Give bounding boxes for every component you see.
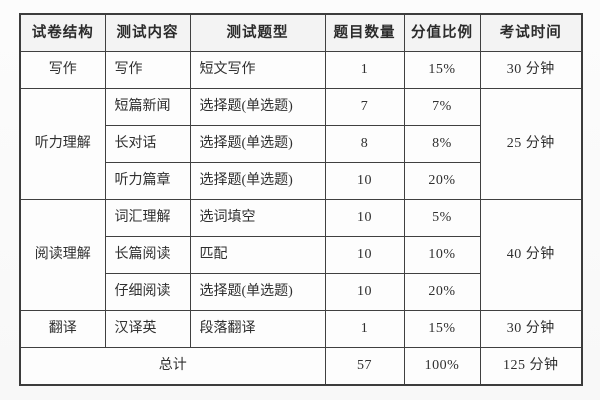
cell-type-paragraph-translation: 段落翻译 (189, 310, 326, 348)
cell-section-listening: 听力理解 (19, 88, 106, 200)
row-total: 总计 57 100% 125 分钟 (19, 347, 583, 386)
exam-structure-table: 试卷结构 测试内容 测试题型 题目数量 分值比例 考试时间 写作 写作 短文写作… (19, 13, 583, 386)
cell-time-reading: 40 分钟 (479, 199, 583, 311)
cell-ratio-long-reading: 10% (403, 236, 481, 274)
cell-ratio-short-news: 7% (403, 88, 481, 126)
header-question-type: 测试题型 (189, 13, 326, 52)
cell-ratio-translation: 15% (403, 310, 481, 348)
cell-time-listening: 25 分钟 (479, 88, 583, 200)
cell-count-long-reading: 10 (324, 236, 405, 274)
cell-total-time: 125 分钟 (479, 347, 583, 386)
cell-count-translation: 1 (324, 310, 405, 348)
cell-type-matching: 匹配 (189, 236, 326, 274)
header-score-ratio: 分值比例 (403, 13, 481, 52)
cell-total-count: 57 (324, 347, 405, 386)
cell-ratio-long-dialogue: 8% (403, 125, 481, 163)
cell-content-long-reading: 长篇阅读 (104, 236, 191, 274)
cell-ratio-listening-passage: 20% (403, 162, 481, 200)
cell-content-vocab: 词汇理解 (104, 199, 191, 237)
cell-type-multiple-choice-4: 选择题(单选题) (189, 273, 326, 311)
cell-type-multiple-choice-2: 选择题(单选题) (189, 125, 326, 163)
cell-count-short-news: 7 (324, 88, 405, 126)
cell-count-listening-passage: 10 (324, 162, 405, 200)
cell-content-long-dialogue: 长对话 (104, 125, 191, 163)
cell-ratio-vocab: 5% (403, 199, 481, 237)
row-translation: 翻译 汉译英 段落翻译 1 15% 30 分钟 (19, 310, 583, 348)
cell-section-translation: 翻译 (19, 310, 106, 348)
row-reading-vocab: 阅读理解 词汇理解 选词填空 10 5% 40 分钟 (19, 199, 583, 311)
cell-content-short-news: 短篇新闻 (104, 88, 191, 126)
header-paper-structure: 试卷结构 (19, 13, 106, 52)
cell-count-vocab: 10 (324, 199, 405, 237)
cell-count-long-dialogue: 8 (324, 125, 405, 163)
row-listening-news: 听力理解 短篇新闻 选择题(单选题) 7 7% 25 分钟 (19, 88, 583, 200)
header-row: 试卷结构 测试内容 测试题型 题目数量 分值比例 考试时间 (19, 13, 583, 52)
cell-content-listening-passage: 听力篇章 (104, 162, 191, 200)
row-listening-passage: 听力篇章 选择题(单选题) 10 20% (20, 162, 582, 200)
row-listening-dialogue: 长对话 选择题(单选题) 8 8% (20, 125, 582, 163)
cell-total-ratio: 100% (403, 347, 481, 386)
header-question-count: 题目数量 (324, 13, 405, 52)
row-writing: 写作 写作 短文写作 1 15% 30 分钟 (19, 51, 583, 89)
header-test-content: 测试内容 (104, 13, 191, 52)
cell-content-c2e: 汉译英 (104, 310, 191, 348)
cell-type-multiple-choice-1: 选择题(单选题) (189, 88, 326, 126)
cell-section-reading: 阅读理解 (19, 199, 106, 311)
row-reading-long: 长篇阅读 匹配 10 10% (20, 236, 582, 274)
cell-time-translation: 30 分钟 (479, 310, 583, 348)
header-exam-time: 考试时间 (479, 13, 583, 52)
cell-content-careful-reading: 仔细阅读 (104, 273, 191, 311)
cell-time-writing: 30 分钟 (479, 51, 583, 89)
cell-section-writing: 写作 (19, 51, 106, 89)
cell-ratio-careful-reading: 20% (403, 273, 481, 311)
cell-content-writing: 写作 (104, 51, 191, 89)
cell-type-multiple-choice-3: 选择题(单选题) (189, 162, 326, 200)
cell-total-label: 总计 (19, 347, 326, 386)
cell-type-essay-writing: 短文写作 (189, 51, 326, 89)
cell-ratio-writing: 15% (403, 51, 481, 89)
cell-count-careful-reading: 10 (324, 273, 405, 311)
cell-type-cloze: 选词填空 (189, 199, 326, 237)
cell-count-writing: 1 (324, 51, 405, 89)
